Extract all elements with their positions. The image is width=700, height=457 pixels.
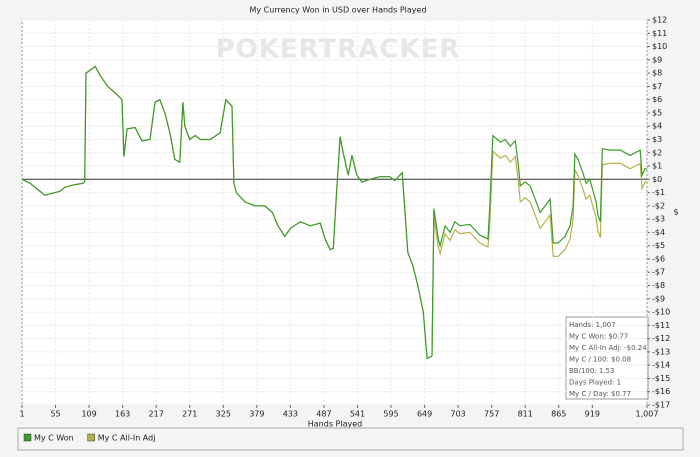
x-tick-label: 1,007: [636, 410, 659, 419]
y-tick-label: $0: [652, 175, 662, 184]
x-tick-label: 109: [81, 410, 96, 419]
x-tick-label: 541: [350, 410, 365, 419]
y-tick-label: -$8: [652, 281, 665, 290]
chart-title: My Currency Won in USD over Hands Played: [249, 6, 426, 15]
stats-line: BB/100: 1.53: [569, 367, 615, 375]
x-tick-label: 433: [283, 410, 298, 419]
x-tick-label: 217: [149, 410, 164, 419]
legend-label: My C Won: [34, 434, 74, 443]
y-tick-label: $10: [652, 42, 667, 51]
legend-label: My C All-In Adj: [98, 434, 156, 443]
y-tick-label: -$16: [652, 387, 670, 396]
y-tick-label: -$15: [652, 374, 670, 383]
legend-swatch: [23, 433, 32, 442]
y-tick-label: -$6: [652, 254, 665, 263]
y-tick-label: $12: [652, 16, 667, 25]
y-tick-label: -$4: [652, 228, 665, 237]
y-tick-label: -$7: [652, 268, 665, 277]
y-tick-label: -$2: [652, 201, 665, 210]
stats-line: Hands: 1,007: [569, 321, 616, 329]
x-axis-label: Hands Played: [308, 420, 362, 429]
y-tick-label: -$13: [652, 347, 670, 356]
x-tick-label: 649: [417, 410, 432, 419]
x-tick-label: 271: [182, 410, 197, 419]
y-tick-label: -$11: [652, 321, 670, 330]
y-tick-label: $1: [652, 162, 662, 171]
plot-area: [21, 19, 648, 406]
x-tick-label: 163: [115, 410, 130, 419]
x-tick-label: 703: [450, 410, 465, 419]
y-tick-label: -$5: [652, 241, 665, 250]
y-tick-label: $3: [652, 135, 662, 144]
y-tick-label: $8: [652, 69, 662, 78]
legend-box: [17, 427, 684, 451]
stats-line: My C / Day: $0.77: [569, 390, 631, 398]
y-tick-label: $2: [652, 148, 662, 157]
x-tick-label: 379: [249, 410, 264, 419]
x-tick-label: 595: [383, 410, 398, 419]
stats-box: [565, 316, 649, 400]
y-tick-label: -$3: [652, 215, 665, 224]
y-tick-label: -$12: [652, 334, 670, 343]
stats-line: My C Won: $0.77: [569, 333, 628, 341]
y-tick-label: -$1: [652, 188, 665, 197]
x-tick-label: 811: [518, 410, 533, 419]
y-tick-label: $5: [652, 108, 662, 117]
legend-swatch: [87, 433, 95, 442]
x-tick-label: 757: [484, 410, 499, 419]
y-tick-label: -$17: [652, 401, 670, 410]
x-tick-label: 919: [585, 410, 600, 419]
y-tick-label: $4: [652, 122, 662, 131]
x-tick-label: 325: [216, 410, 231, 419]
stats-line: My C / 100: $0.08: [569, 356, 631, 364]
x-tick-label: 487: [316, 410, 331, 419]
series-line: [21, 65, 648, 360]
y-tick-label: -$14: [652, 361, 670, 370]
x-tick-label: 865: [551, 410, 566, 419]
y-tick-label: $7: [652, 82, 662, 91]
stats-line: My C All-In Adj: -$0.24: [569, 344, 647, 352]
x-tick-label: 55: [50, 410, 60, 419]
y-tick-label: $9: [652, 55, 662, 64]
y-axis-label: $: [673, 208, 678, 217]
y-tick-label: -$10: [652, 308, 670, 317]
x-tick-label: 1: [19, 410, 24, 419]
y-tick-label: -$9: [652, 294, 665, 303]
stats-line: Days Played: 1: [569, 379, 621, 387]
y-tick-label: $6: [652, 95, 662, 104]
y-tick-label: $11: [652, 29, 667, 38]
